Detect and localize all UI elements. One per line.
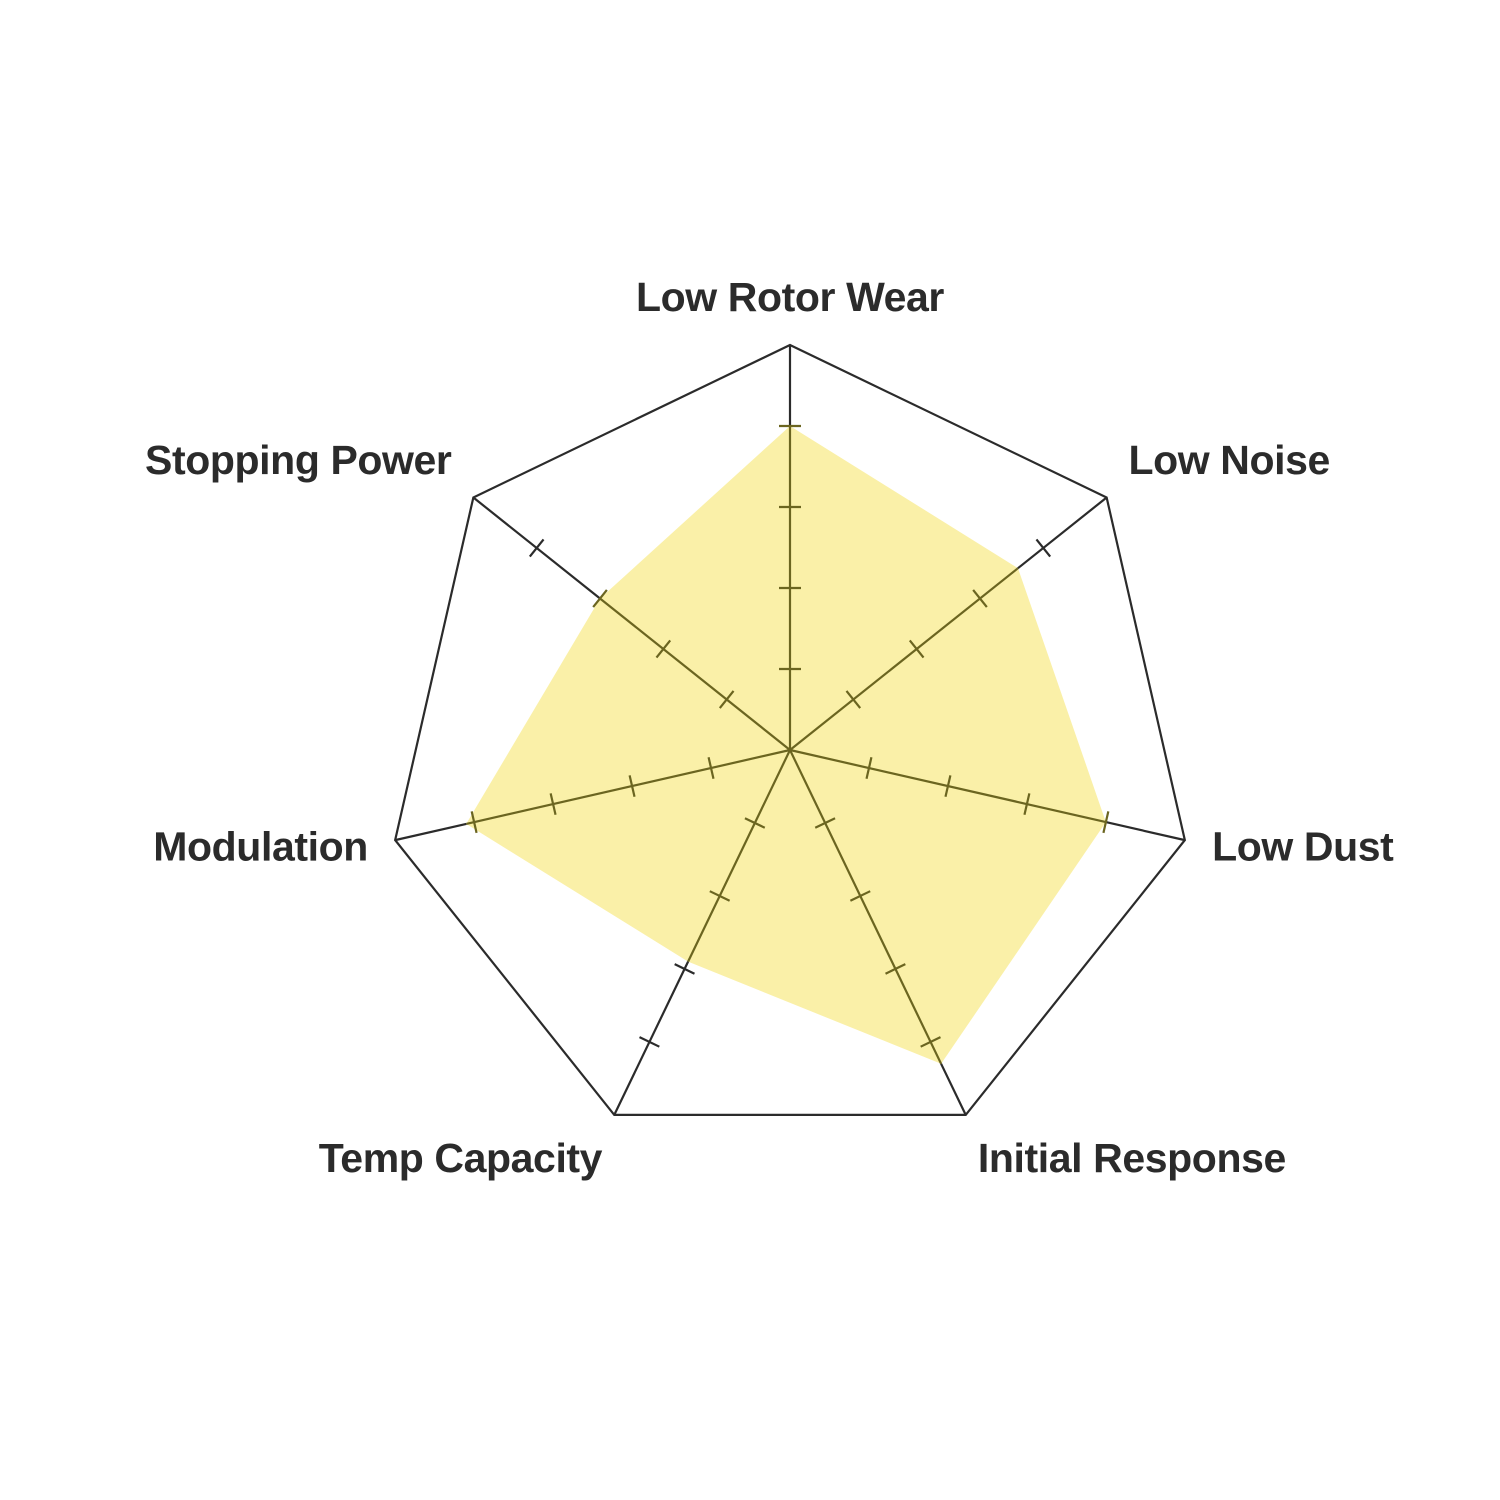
axis-tick bbox=[549, 793, 557, 816]
axis-tick bbox=[944, 775, 952, 798]
axis-label-modulation: Modulation bbox=[153, 823, 368, 869]
axis-tick bbox=[707, 757, 715, 779]
axis-tick bbox=[470, 811, 478, 834]
axis-tick bbox=[885, 963, 906, 975]
axis-label-low-noise: Low Noise bbox=[1129, 437, 1330, 483]
axis-tick bbox=[920, 1036, 941, 1048]
outer-ring-polygon bbox=[393, 343, 1187, 1116]
series-fill-area bbox=[466, 426, 1106, 1064]
axis-tick bbox=[628, 775, 636, 798]
axis-label-stopping-power: Stopping Power bbox=[145, 437, 452, 483]
axis-spoke-inner bbox=[465, 748, 791, 825]
axis-spoke-outer bbox=[940, 1063, 967, 1116]
axis-label-initial-response: Initial Response bbox=[978, 1135, 1286, 1181]
axis-tick bbox=[655, 639, 672, 659]
axis-tick bbox=[845, 690, 862, 709]
axis-tick-marks bbox=[470, 424, 1110, 1048]
axis-label-temp-capacity: Temp Capacity bbox=[319, 1135, 603, 1181]
axis-tick bbox=[639, 1036, 660, 1048]
axis-tick bbox=[718, 690, 735, 709]
axis-tick bbox=[674, 963, 695, 975]
outer-ring bbox=[393, 343, 1187, 1116]
axis-tick bbox=[744, 817, 766, 829]
axis-tick bbox=[865, 757, 873, 779]
axis-label-low-dust: Low Dust bbox=[1212, 823, 1394, 869]
axis-tick bbox=[709, 890, 731, 902]
axis-labels: Low Rotor Wear Low Noise Low Dust Initial R… bbox=[145, 274, 1394, 1181]
axis-spoke-inner bbox=[789, 749, 943, 1065]
axis-tick bbox=[849, 890, 871, 902]
axis-spoke-outer bbox=[613, 961, 690, 1116]
axis-tick bbox=[1102, 811, 1110, 834]
axis-tick bbox=[1035, 538, 1052, 558]
axis-tick bbox=[592, 589, 608, 608]
axis-spoke-outer bbox=[1017, 496, 1108, 570]
axis-spoke-inner bbox=[599, 597, 791, 751]
axis-spoke-outer bbox=[1105, 821, 1186, 842]
axis-tick bbox=[1023, 793, 1031, 816]
axis-tick bbox=[908, 639, 925, 659]
axis-tick bbox=[528, 538, 545, 558]
axis-tick bbox=[814, 817, 836, 829]
axis-spoke-outer bbox=[394, 822, 467, 842]
axis-spoke-inner bbox=[687, 749, 791, 963]
axis-tick bbox=[972, 589, 988, 608]
axis-label-low-rotor-wear: Low Rotor Wear bbox=[636, 274, 944, 320]
